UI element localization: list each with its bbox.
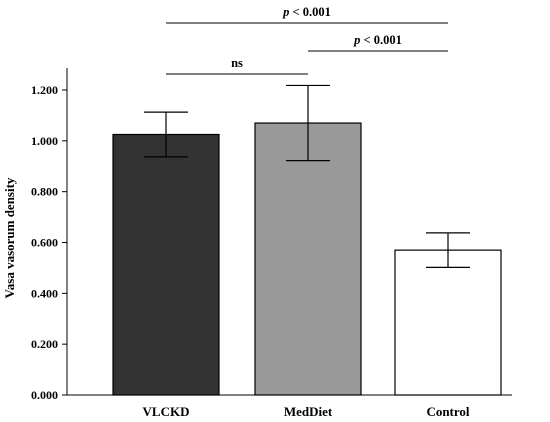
significance-annotations: ns p < 0.001 p < 0.001 [166, 5, 448, 75]
significance-label: p < 0.001 [353, 33, 402, 47]
bar-control [394, 249, 502, 396]
error-bars-group [144, 84, 470, 269]
bar-vlckd [112, 133, 220, 396]
y-ticks-group: 0.000 0.200 0.400 0.600 0.800 1.000 1.200 [31, 83, 67, 402]
x-tick-label: MedDiet [284, 404, 333, 419]
y-tick-label: 1.000 [31, 134, 58, 148]
bar-meddiet [254, 122, 362, 396]
y-tick-label: 0.200 [31, 337, 58, 351]
y-tick-label: 0.600 [31, 236, 58, 250]
y-tick-label: 1.200 [31, 83, 58, 97]
bars-group [112, 122, 502, 396]
axes-group [66, 68, 512, 396]
significance-label: ns [231, 56, 243, 70]
y-tick-label: 0.800 [31, 185, 58, 199]
significance-label: p < 0.001 [282, 5, 331, 19]
x-category-labels: VLCKD MedDiet Control [143, 404, 470, 419]
y-tick-label: 0.000 [31, 388, 58, 402]
y-tick-label: 0.400 [31, 286, 58, 300]
y-axis-title: Vasa vasorum density [2, 177, 17, 298]
x-tick-label: Control [426, 404, 469, 419]
x-tick-label: VLCKD [143, 404, 190, 419]
